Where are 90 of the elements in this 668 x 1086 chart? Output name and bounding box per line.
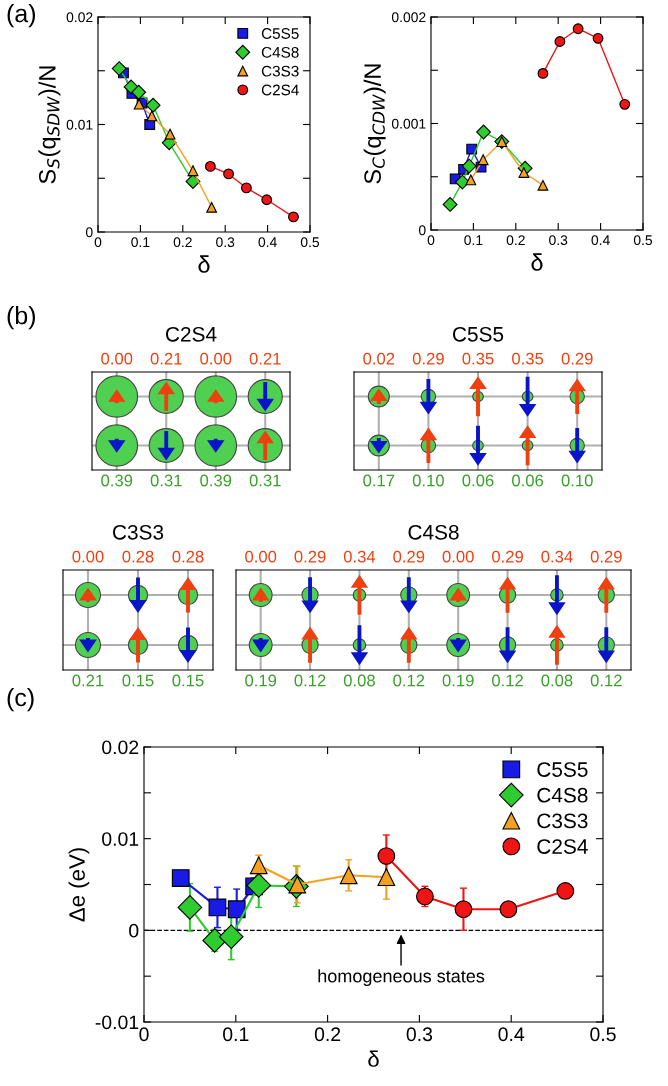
text: 0.17 (363, 474, 395, 487)
text: (b) (7, 306, 35, 330)
text: 0.10 (561, 474, 593, 487)
y-tick-label: 0 (85, 227, 93, 238)
x-tick-label: 0 (94, 237, 102, 248)
text: 0.39 (101, 474, 133, 487)
y-tick-label: 0.01 (102, 832, 139, 846)
text: 0.00 (101, 352, 133, 365)
legend-label: C3S3 (261, 65, 299, 77)
text: 0.02 (363, 352, 395, 365)
text: 0.15 (122, 674, 154, 687)
text: 0.29 (412, 352, 444, 365)
legend-label: C5S5 (261, 28, 299, 39)
text: 0.00 (245, 550, 277, 563)
x-tick-label: 0.3 (216, 237, 235, 248)
x-tick-label: 0.5 (633, 235, 653, 246)
annotation: homogeneous states (318, 969, 485, 987)
text: 0.12 (590, 674, 622, 687)
text: 0.21 (72, 674, 104, 687)
y-tick-label: 0.02 (102, 740, 139, 755)
y-axis-title: S$_{C}$(q$_{CDW}$)/N (363, 64, 386, 184)
text: 0.21 (150, 352, 182, 365)
text: C5S5 (453, 326, 504, 342)
text: 0.31 (249, 474, 281, 487)
x-tick-label: 0.1 (464, 235, 483, 246)
y-tick-label: 0.02 (66, 12, 93, 23)
text: 0.21 (249, 352, 281, 365)
legend-label: C5S5 (537, 762, 588, 777)
text: 0.12 (393, 674, 425, 687)
text: 0.39 (200, 474, 232, 487)
x-axis-title: δ (531, 253, 543, 271)
text: 0.08 (541, 674, 573, 687)
text: (c) (7, 688, 34, 712)
text: 0.35 (512, 352, 544, 365)
y-axis-title: Δe (eV) (68, 848, 90, 922)
text: 0.08 (343, 674, 375, 687)
text: 0.12 (492, 674, 523, 687)
text: 0.10 (412, 474, 444, 487)
legend-label: C3S3 (537, 813, 588, 829)
y-tick-label: 0 (129, 923, 139, 938)
y-axis-title: S$_{S}$(q$_{SDW}$)/N (38, 66, 61, 184)
text: C3S3 (113, 524, 164, 540)
x-tick-label: 0 (427, 235, 435, 246)
x-tick-label: 0.1 (223, 1027, 249, 1042)
text: 0.34 (541, 550, 573, 563)
x-tick-label: 0.3 (549, 235, 568, 246)
y-tick-label: 0.001 (391, 118, 426, 129)
text: 0.29 (590, 550, 622, 563)
legend-label: C2S4 (261, 84, 299, 96)
x-tick-label: 0.4 (591, 235, 610, 246)
text: 0.31 (150, 474, 182, 487)
text: 0.35 (462, 352, 494, 365)
text: 0.34 (343, 550, 376, 563)
legend-label: C4S8 (261, 46, 299, 58)
text: C2S4 (166, 326, 217, 342)
y-tick-label: -0.01 (95, 1015, 139, 1030)
text: 0.12 (294, 674, 326, 687)
y-tick-label: 0 (418, 225, 426, 236)
text: 0.15 (172, 674, 204, 687)
text: 0.28 (122, 550, 154, 563)
y-tick-label: 0.01 (66, 119, 93, 130)
x-tick-label: 0.2 (173, 237, 192, 248)
text: C4S8 (408, 524, 459, 540)
x-tick-label: 0 (139, 1027, 149, 1042)
x-tick-label: 0.4 (498, 1027, 525, 1042)
x-tick-label: 0.2 (314, 1027, 341, 1042)
x-tick-label: 0.3 (406, 1027, 433, 1042)
x-tick-label: 0.4 (258, 237, 277, 248)
text: 0.06 (462, 474, 494, 487)
text: 0.19 (442, 674, 474, 687)
x-axis-title: δ (368, 1050, 379, 1067)
legend-label: C4S8 (537, 787, 588, 803)
legend-label: C2S4 (537, 839, 588, 854)
x-axis-title: δ (198, 255, 210, 273)
x-tick-label: 0.5 (300, 237, 320, 248)
text: 0.29 (561, 352, 593, 365)
y-tick-label: 0.002 (391, 12, 426, 23)
x-tick-label: 0.2 (506, 235, 525, 246)
x-tick-label: 0.5 (590, 1027, 616, 1042)
x-tick-label: 0.1 (131, 237, 150, 248)
text: 0.00 (72, 550, 104, 563)
text: 0.00 (442, 550, 474, 563)
text: 0.29 (393, 550, 425, 563)
text: 0.00 (200, 352, 232, 365)
text: 0.29 (492, 550, 523, 563)
text: 0.28 (172, 550, 204, 563)
text: 0.19 (245, 674, 277, 687)
text: (a) (7, 4, 35, 28)
text: 0.06 (512, 474, 544, 487)
text: 0.29 (294, 550, 326, 563)
